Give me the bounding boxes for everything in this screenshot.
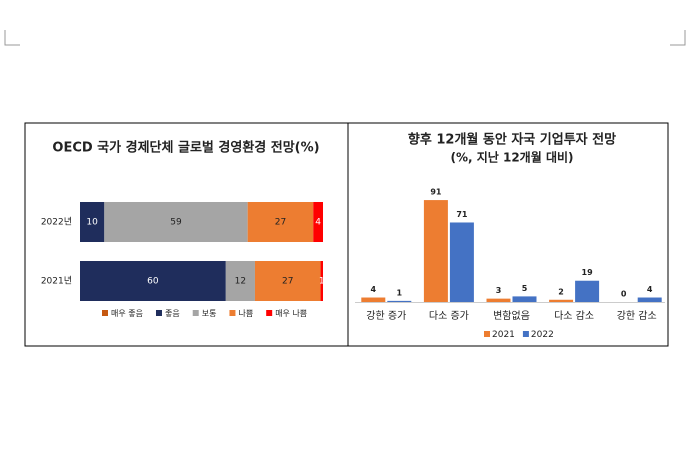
x-tick-label: 변함없음 (493, 309, 530, 322)
bar (423, 200, 448, 302)
data-label: 1 (319, 277, 325, 287)
data-label: 12 (235, 277, 246, 287)
legend-label: 좋음 (165, 309, 180, 318)
x-tick-label: 다소 감소 (554, 310, 594, 322)
bar (486, 298, 511, 302)
bar-segment (80, 202, 105, 242)
legend-swatch (155, 310, 162, 316)
bar (637, 297, 662, 302)
data-label: 4 (315, 218, 321, 228)
legend-swatch (266, 310, 273, 316)
corner-mark (670, 30, 686, 46)
data-label: 0 (621, 290, 627, 299)
bar-segment (254, 261, 321, 301)
data-label: 71 (456, 210, 468, 219)
y-tick-label: 2021년 (41, 276, 72, 287)
chart-subtitle: (%, 지난 12개월 대비) (450, 150, 573, 165)
corner-mark (4, 30, 20, 46)
legend-label: 보통 (202, 309, 217, 318)
y-tick-label: 2022년 (41, 217, 72, 228)
chart-title: 향후 12개월 동안 자국 기업투자 전망 (408, 132, 616, 148)
legend-label: 매우 나쁨 (275, 309, 307, 318)
data-label: 5 (522, 284, 528, 293)
bar-segment (313, 202, 323, 242)
data-label: 1 (397, 288, 403, 297)
bar (575, 280, 600, 302)
bar-segment (104, 202, 248, 242)
bar-segment (80, 261, 226, 301)
legend-label: 2022 (531, 330, 554, 340)
data-label: 27 (275, 218, 286, 228)
x-tick-label: 강한 증가 (366, 310, 406, 322)
bar-segment (247, 202, 314, 242)
x-tick-label: 다소 증가 (429, 310, 469, 322)
legend-swatch (229, 310, 236, 316)
data-label: 27 (282, 277, 293, 287)
data-label: 4 (647, 285, 653, 294)
legend-swatch (484, 331, 490, 337)
data-label: 59 (170, 218, 182, 228)
data-label: 19 (582, 268, 594, 277)
legend-swatch (522, 331, 529, 337)
bar-segment (225, 261, 255, 301)
legend-swatch (102, 310, 108, 316)
frame (24, 122, 669, 347)
legend-swatch (192, 310, 199, 316)
bar-segment (320, 261, 323, 301)
bar (449, 222, 474, 302)
bar (549, 299, 574, 302)
x-tick-label: 강한 감소 (617, 310, 657, 322)
chart-title: OECD 국가 경제단체 글로벌 경영환경 전망(%) (52, 140, 319, 156)
data-label: 60 (147, 277, 159, 287)
data-label: 4 (371, 285, 377, 294)
legend-label: 매우 좋음 (111, 309, 143, 318)
legend-label: 2021 (492, 330, 515, 340)
bar (361, 297, 386, 302)
bar (387, 300, 412, 302)
data-label: 2 (558, 287, 564, 296)
data-label: 91 (430, 188, 442, 197)
bar (512, 296, 537, 302)
data-label: 10 (86, 218, 98, 228)
legend-label: 나쁨 (238, 309, 253, 318)
data-label: 3 (496, 286, 502, 295)
